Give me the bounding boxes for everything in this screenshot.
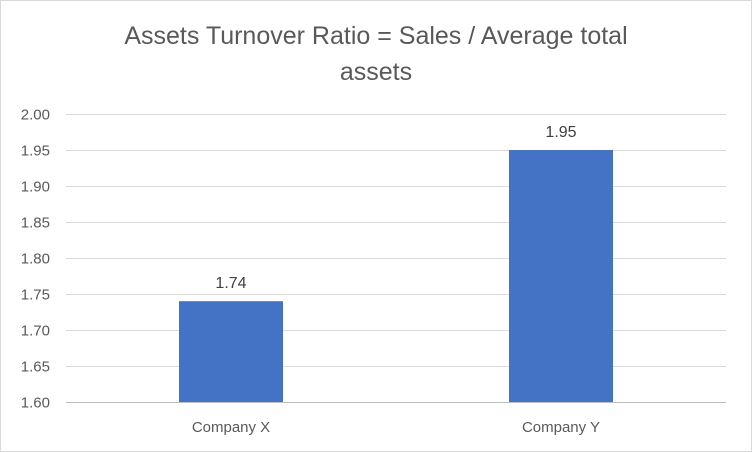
y-tick-label: 1.90 xyxy=(21,179,50,196)
chart-title: Assets Turnover Ratio = Sales / Average … xyxy=(0,18,752,90)
y-axis-tick-labels: 1.60 1.65 1.70 1.75 1.80 1.85 1.90 1.95 2.00 xyxy=(21,107,50,412)
bars xyxy=(179,150,613,402)
chart-title-line-1: Assets Turnover Ratio = Sales / Average … xyxy=(124,22,628,50)
y-tick-label: 1.80 xyxy=(21,251,50,268)
data-label: 1.74 xyxy=(215,275,246,292)
bar-company-x xyxy=(179,301,283,402)
y-tick-label: 2.00 xyxy=(21,107,50,124)
y-tick-label: 1.70 xyxy=(21,323,50,340)
y-tick-label: 1.85 xyxy=(21,215,50,232)
data-label: 1.95 xyxy=(545,124,576,141)
x-tick-label: Company X xyxy=(192,419,270,436)
y-tick-label: 1.65 xyxy=(21,359,50,376)
y-tick-label: 1.60 xyxy=(21,395,50,412)
y-tick-label: 1.75 xyxy=(21,287,50,304)
chart-title-line-2: assets xyxy=(339,58,413,86)
data-labels: 1.74 1.95 xyxy=(215,124,576,292)
x-axis-tick-labels: Company X Company Y xyxy=(192,419,600,436)
gridlines xyxy=(66,114,726,403)
bar-company-y xyxy=(509,150,613,402)
x-tick-label: Company Y xyxy=(522,419,600,436)
y-tick-label: 1.95 xyxy=(21,143,50,160)
